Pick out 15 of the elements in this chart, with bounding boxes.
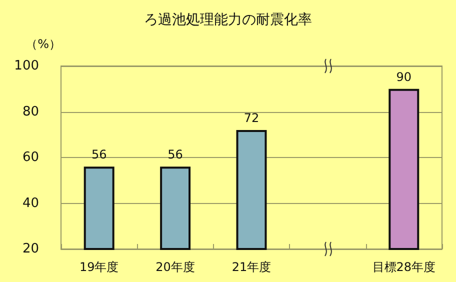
x-tick-label: 目標28年度 bbox=[372, 260, 436, 274]
data-label: 56 bbox=[168, 148, 183, 162]
x-tick-label: 21年度 bbox=[232, 260, 272, 274]
x-tick-label: 19年度 bbox=[79, 260, 119, 274]
y-tick-label: 20 bbox=[22, 242, 39, 256]
data-label: 56 bbox=[91, 148, 107, 162]
data-label: 72 bbox=[244, 111, 260, 126]
data-label: 90 bbox=[396, 70, 412, 84]
y-tick-label: 80 bbox=[22, 104, 39, 120]
y-axis-title: （%） bbox=[26, 37, 61, 51]
x-tick-label: 20年度 bbox=[156, 260, 195, 274]
y-tick-label: 60 bbox=[22, 150, 39, 165]
chart-title: ろ過池処理能力の耐震化率 bbox=[144, 12, 312, 28]
y-tick-label: 40 bbox=[22, 196, 39, 211]
y-tick-label: 100 bbox=[14, 58, 39, 74]
